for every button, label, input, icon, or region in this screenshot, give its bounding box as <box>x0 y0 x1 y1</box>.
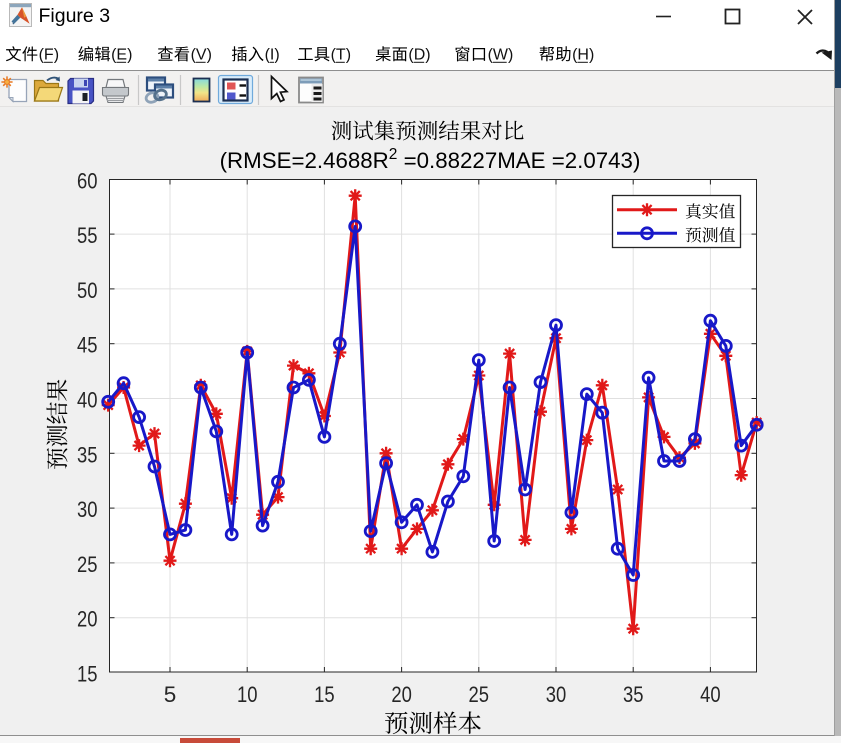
svg-text:(V): (V) <box>191 47 212 64</box>
svg-text:30: 30 <box>77 497 98 522</box>
svg-text:40: 40 <box>700 682 721 707</box>
svg-text:15: 15 <box>77 662 98 687</box>
svg-text:55: 55 <box>77 223 98 248</box>
svg-text:45: 45 <box>77 333 98 358</box>
svg-text:5: 5 <box>164 682 177 707</box>
svg-text:40: 40 <box>77 388 98 413</box>
svg-text:20: 20 <box>77 607 98 632</box>
svg-text:25: 25 <box>77 552 98 577</box>
svg-text:(RMSE=2.4688R2 =0.88227MAE =2.: (RMSE=2.4688R2 =0.88227MAE =2.0743) <box>220 146 641 173</box>
svg-text:60: 60 <box>77 168 98 193</box>
svg-text:Figure 3: Figure 3 <box>39 5 111 27</box>
svg-text:10: 10 <box>237 682 258 707</box>
svg-text:(T): (T) <box>331 47 351 64</box>
svg-text:(W): (W) <box>488 47 514 64</box>
svg-text:(D): (D) <box>408 47 430 64</box>
svg-text:35: 35 <box>623 682 644 707</box>
svg-text:(I): (I) <box>265 47 280 64</box>
svg-text:35: 35 <box>77 442 98 467</box>
svg-text:(H): (H) <box>572 47 594 64</box>
svg-text:(F): (F) <box>39 47 59 64</box>
svg-text:20: 20 <box>391 682 412 707</box>
svg-text:25: 25 <box>469 682 490 707</box>
svg-text:(E): (E) <box>111 47 132 64</box>
svg-text:30: 30 <box>546 682 567 707</box>
svg-text:15: 15 <box>314 682 335 707</box>
svg-text:50: 50 <box>77 278 98 303</box>
